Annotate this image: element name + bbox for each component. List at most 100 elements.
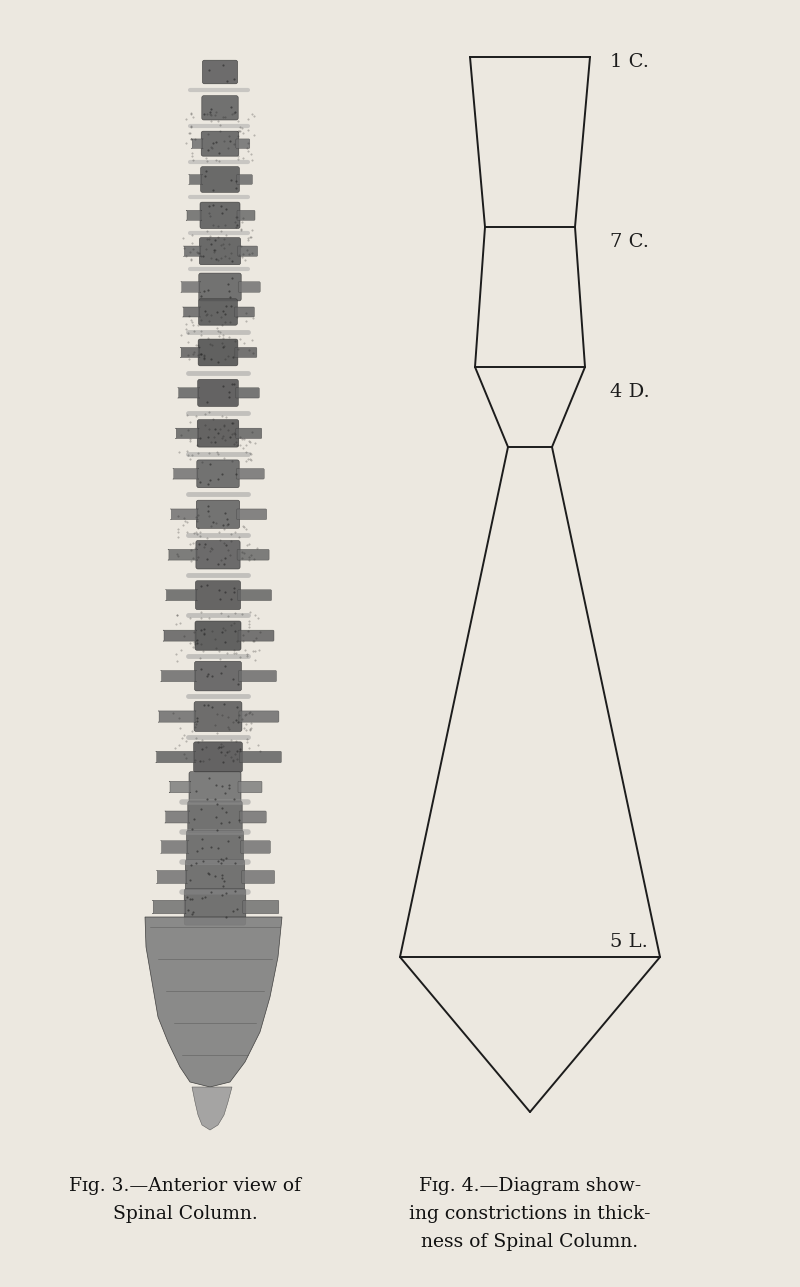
Point	[238, 705, 251, 726]
Point	[246, 329, 258, 350]
FancyBboxPatch shape	[202, 95, 238, 120]
Point	[227, 373, 240, 394]
Point	[250, 628, 262, 649]
Point	[226, 901, 239, 921]
FancyBboxPatch shape	[198, 380, 238, 407]
Point	[231, 712, 244, 732]
Point	[184, 122, 197, 143]
Point	[198, 624, 210, 645]
Text: 4 D.: 4 D.	[610, 384, 650, 402]
Point	[221, 644, 234, 664]
Point	[230, 748, 243, 768]
Point	[230, 709, 242, 730]
FancyBboxPatch shape	[198, 299, 238, 326]
Point	[226, 423, 238, 444]
Point	[221, 830, 234, 851]
Point	[211, 441, 224, 462]
Point	[186, 107, 199, 127]
Point	[203, 311, 216, 332]
Point	[179, 318, 192, 338]
Text: Spinal Column.: Spinal Column.	[113, 1205, 258, 1223]
Point	[240, 644, 253, 664]
Point	[211, 320, 224, 341]
FancyBboxPatch shape	[186, 860, 245, 894]
Point	[227, 789, 240, 810]
Point	[203, 541, 216, 561]
Point	[218, 547, 231, 568]
Point	[246, 220, 258, 241]
Point	[191, 443, 204, 463]
Point	[213, 523, 226, 543]
Point	[221, 707, 234, 727]
Point	[209, 418, 222, 439]
Point	[214, 848, 227, 869]
Point	[198, 281, 210, 301]
Point	[183, 607, 196, 628]
Point	[238, 333, 250, 354]
FancyBboxPatch shape	[194, 662, 242, 691]
FancyBboxPatch shape	[194, 701, 242, 731]
Point	[222, 138, 234, 158]
FancyBboxPatch shape	[238, 631, 274, 641]
Point	[203, 59, 216, 80]
Point	[218, 336, 230, 356]
FancyBboxPatch shape	[173, 468, 199, 479]
Point	[243, 547, 256, 568]
Point	[204, 537, 217, 557]
Point	[230, 900, 243, 920]
Point	[223, 131, 236, 152]
Point	[222, 345, 234, 366]
Point	[242, 229, 255, 250]
Point	[235, 117, 248, 138]
Point	[241, 646, 254, 667]
Point	[202, 768, 215, 789]
FancyBboxPatch shape	[195, 580, 241, 610]
Point	[203, 402, 216, 422]
Point	[198, 301, 211, 322]
Point	[184, 103, 197, 124]
Point	[202, 506, 215, 526]
Point	[207, 196, 220, 216]
Point	[191, 435, 204, 456]
Point	[201, 229, 214, 250]
Point	[191, 632, 204, 653]
Point	[181, 404, 194, 425]
Point	[206, 133, 219, 153]
Point	[233, 704, 246, 725]
Point	[189, 780, 202, 801]
Point	[183, 412, 196, 432]
Point	[234, 120, 247, 140]
Point	[185, 103, 198, 124]
Point	[237, 438, 250, 458]
Polygon shape	[145, 918, 282, 1088]
Point	[206, 698, 218, 718]
Point	[171, 519, 184, 539]
Point	[248, 125, 261, 145]
Point	[218, 782, 231, 803]
FancyBboxPatch shape	[202, 60, 238, 84]
Point	[199, 736, 212, 757]
Point	[203, 229, 216, 250]
Point	[240, 519, 253, 539]
Point	[239, 640, 252, 660]
Point	[220, 848, 233, 869]
Point	[183, 429, 196, 449]
Point	[222, 539, 234, 560]
Point	[237, 208, 250, 229]
Point	[193, 337, 206, 358]
Point	[193, 243, 206, 264]
Text: 1 C.: 1 C.	[610, 53, 649, 71]
Point	[200, 239, 213, 260]
Point	[218, 533, 230, 553]
Point	[197, 750, 210, 771]
Point	[206, 620, 218, 641]
Point	[220, 802, 233, 822]
Point	[238, 429, 250, 449]
Point	[218, 311, 231, 332]
Point	[225, 524, 238, 544]
Point	[191, 731, 204, 752]
Point	[204, 99, 217, 120]
Point	[186, 145, 198, 166]
Point	[195, 602, 208, 623]
Point	[189, 717, 202, 737]
